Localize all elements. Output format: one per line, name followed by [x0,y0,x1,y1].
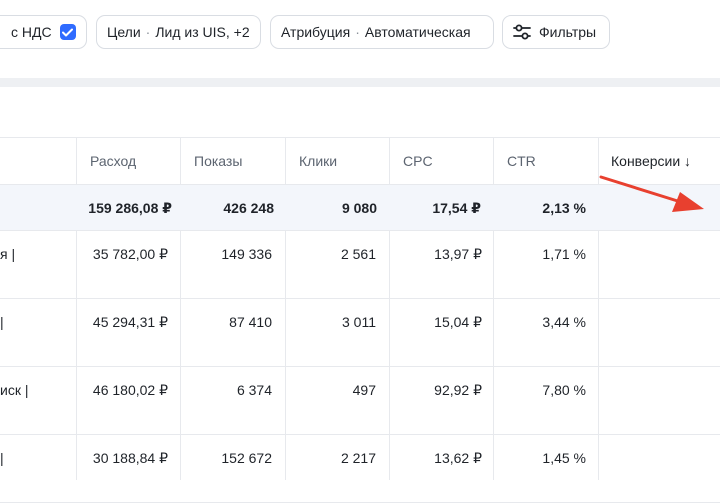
grid-line [180,137,181,480]
table-row[interactable]: | 30 188,84 ₽ 152 672 2 217 13,62 ₽ 1,45… [0,435,720,503]
attribution-chip[interactable]: Атрибуция · Автоматическая [270,15,494,49]
total-cpc: 17,54 ₽ [432,200,481,216]
row-cpc: 13,62 ₽ [434,450,482,466]
total-spend: 159 286,08 ₽ [88,200,172,216]
row-clicks: 2 561 [340,246,376,262]
row-campaign-name[interactable]: | [0,450,4,466]
row-spend: 45 294,31 ₽ [92,314,168,330]
row-campaign-name[interactable]: я | [0,246,16,262]
goals-chip[interactable]: Цели · Лид из UIS, +2 [96,15,261,49]
row-ctr: 7,80 % [542,382,586,398]
toolbar-divider-band [0,78,720,87]
filters-button[interactable]: Фильтры [502,15,610,49]
goals-value: Лид из UIS, +2 [155,24,250,40]
filters-label: Фильтры [539,24,597,40]
column-header-cpc[interactable]: CPC [403,153,433,169]
row-spend: 35 782,00 ₽ [92,246,168,262]
table-row[interactable]: иск | 46 180,02 ₽ 6 374 497 92,92 ₽ 7,80… [0,367,720,435]
row-ctr: 1,45 % [542,450,586,466]
row-cpc: 13,97 ₽ [434,246,482,262]
row-spend: 46 180,02 ₽ [92,382,168,398]
row-campaign-name[interactable]: иск | [0,382,29,398]
row-impressions: 87 410 [229,314,272,330]
row-ctr: 3,44 % [542,314,586,330]
grid-line [389,137,390,480]
sliders-icon [513,24,531,40]
grid-line [598,137,599,480]
vat-checkbox[interactable] [59,24,76,40]
row-clicks: 497 [352,382,376,398]
table-header-row: Расход Показы Клики CPC CTR Конверсии ↓ [0,137,720,185]
vat-label: с НДС [11,24,52,40]
column-header-spend[interactable]: Расход [90,153,137,169]
goals-label: Цели [107,24,141,40]
column-header-conversions[interactable]: Конверсии ↓ [611,153,692,169]
row-campaign-name[interactable]: | [0,314,4,330]
table-total-row: 159 286,08 ₽ 426 248 9 080 17,54 ₽ 2,13 … [0,185,720,231]
column-header-clicks[interactable]: Клики [299,153,338,169]
column-header-ctr[interactable]: CTR [507,153,536,169]
row-impressions: 152 672 [221,450,272,466]
report-toolbar: с НДС Цели · Лид из UIS, +2 Атрибуция · … [0,0,720,78]
total-impressions: 426 248 [223,200,274,216]
total-ctr: 2,13 % [542,200,586,216]
row-impressions: 149 336 [221,246,272,262]
attribution-value: Автоматическая [364,24,471,40]
row-clicks: 3 011 [342,314,376,330]
row-cpc: 15,04 ₽ [434,314,482,330]
row-clicks: 2 217 [340,450,376,466]
row-ctr: 1,71 % [542,246,586,262]
goals-separator: · [145,24,151,40]
total-clicks: 9 080 [341,200,377,216]
row-impressions: 6 374 [236,382,272,398]
table-row[interactable]: я | 35 782,00 ₽ 149 336 2 561 13,97 ₽ 1,… [0,231,720,299]
column-header-impressions[interactable]: Показы [194,153,243,169]
vat-toggle-chip[interactable]: с НДС [0,15,87,49]
table-row[interactable]: | 45 294,31 ₽ 87 410 3 011 15,04 ₽ 3,44 … [0,299,720,367]
row-cpc: 92,92 ₽ [434,382,482,398]
attribution-separator: · [355,24,360,40]
grid-line [76,137,77,480]
attribution-label: Атрибуция [281,24,351,40]
checkmark-icon [62,28,74,36]
grid-line [285,137,286,480]
row-spend: 30 188,84 ₽ [92,450,168,466]
grid-line [493,137,494,480]
